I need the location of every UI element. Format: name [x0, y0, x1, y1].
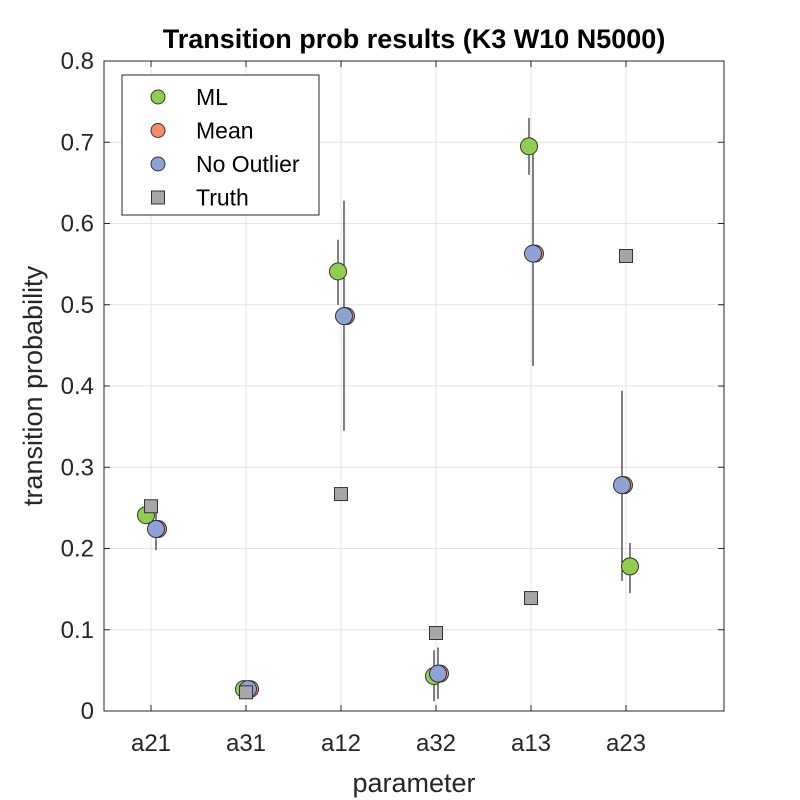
y-tick-label: 0.6 — [61, 211, 94, 238]
marker-no-outlier — [524, 244, 542, 263]
x-axis-label: parameter — [352, 768, 475, 798]
y-tick-label: 0.2 — [61, 536, 94, 563]
marker-truth — [429, 626, 443, 640]
chart-title: Transition prob results (K3 W10 N5000) — [163, 24, 666, 54]
marker-truth — [619, 249, 633, 263]
legend-marker-no-outlier — [150, 156, 166, 172]
marker-truth — [524, 591, 538, 606]
y-tick-label: 0.7 — [61, 129, 94, 156]
x-tick-label: a21 — [131, 730, 171, 757]
y-tick-label: 0.1 — [61, 617, 94, 644]
marker-ml — [520, 137, 538, 156]
x-tick-label: a31 — [226, 730, 266, 757]
x-tick-label: a23 — [606, 730, 646, 757]
marker-no-outlier — [613, 476, 631, 495]
marker-ml — [329, 262, 347, 281]
marker-ml — [621, 557, 639, 576]
y-axis-label: transition probability — [18, 265, 48, 506]
y-tick-label: 0 — [81, 698, 94, 725]
legend-marker-ml — [150, 89, 166, 105]
y-tick-label: 0.4 — [61, 373, 94, 400]
legend-label: No Outlier — [196, 151, 300, 177]
marker-truth — [144, 499, 158, 514]
data-markers — [137, 137, 639, 700]
legend-marker-truth — [151, 190, 165, 205]
marker-no-outlier — [429, 664, 447, 683]
legend-label: Truth — [196, 185, 249, 211]
x-tick-label: a32 — [416, 730, 456, 757]
x-tick-label: a13 — [511, 730, 551, 757]
x-tick-label: a12 — [321, 730, 361, 757]
marker-truth — [239, 685, 253, 700]
marker-no-outlier — [335, 307, 353, 326]
marker-no-outlier — [147, 520, 165, 538]
legend: ML Mean No Outlier Truth — [121, 74, 320, 216]
axis-ticks: 0 0.1 0.2 0.3 0.4 0.5 0.6 0.7 0.8 a21 a31 a12 a32 a13… — [61, 48, 724, 757]
y-tick-label: 0.5 — [61, 292, 94, 319]
legend-label: ML — [196, 84, 228, 110]
y-tick-label: 0.8 — [61, 48, 94, 75]
legend-marker-mean — [150, 123, 166, 138]
grid — [104, 61, 724, 711]
marker-truth — [334, 487, 348, 502]
legend-label: Mean — [196, 118, 254, 144]
y-tick-label: 0.3 — [61, 454, 94, 481]
